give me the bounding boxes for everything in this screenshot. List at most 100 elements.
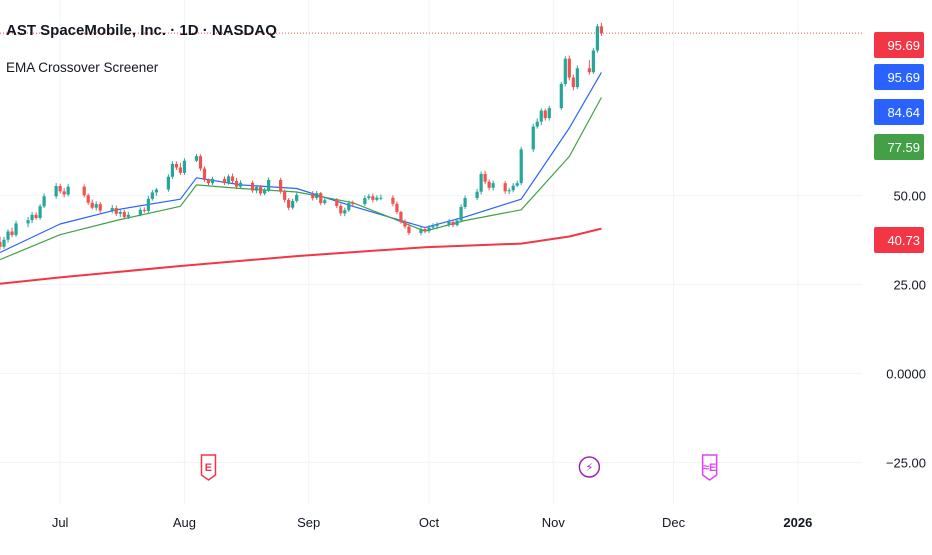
price-label-box xyxy=(874,134,924,160)
candle-body xyxy=(311,194,315,199)
candle xyxy=(599,22,603,36)
candle xyxy=(122,209,126,220)
earnings-icon: E xyxy=(200,454,217,481)
candle xyxy=(6,229,10,243)
candle xyxy=(194,153,199,163)
candle-body xyxy=(230,176,235,182)
candle xyxy=(2,236,6,249)
candle-body xyxy=(491,183,495,188)
time-axis: Jul Aug Sep Oct Nov Dec 2026 xyxy=(52,515,812,530)
candle xyxy=(591,48,595,74)
time-tick-label: Jul xyxy=(52,515,69,530)
candle-body xyxy=(222,178,227,183)
candle-body xyxy=(142,209,146,211)
candle-body xyxy=(250,182,255,191)
candle xyxy=(154,187,158,196)
estimated-earnings-icon: ≈E xyxy=(701,454,718,481)
candle-body xyxy=(427,227,431,232)
price-tick-label: 0.0000 xyxy=(886,366,926,381)
candle xyxy=(198,154,203,171)
candle xyxy=(531,123,535,152)
candle xyxy=(427,225,431,233)
candle xyxy=(363,195,367,206)
candle-body xyxy=(154,189,158,193)
candle-body xyxy=(575,68,579,88)
candle-body xyxy=(234,181,239,187)
candle xyxy=(395,201,399,215)
candle-body xyxy=(395,203,399,212)
candle xyxy=(234,177,239,190)
candle-body xyxy=(118,211,122,214)
candle-body xyxy=(58,185,62,192)
candle xyxy=(547,105,551,121)
candle xyxy=(595,23,599,53)
grid xyxy=(0,0,862,505)
candle xyxy=(491,180,495,191)
price-label-text: 77.59 xyxy=(887,140,920,155)
candle xyxy=(263,187,267,196)
candle-body xyxy=(62,191,66,195)
candle-body xyxy=(42,196,46,207)
candle-body xyxy=(343,210,347,214)
candle-body xyxy=(595,26,599,51)
candle-body xyxy=(94,204,98,208)
symbol-title[interactable]: AST SpaceMobile, Inc. · 1D · NASDAQ xyxy=(6,22,277,39)
price-label-box xyxy=(874,227,924,253)
price-label-text: 40.73 xyxy=(887,233,920,248)
candle xyxy=(182,158,187,175)
price-label: 95.69 xyxy=(874,64,924,90)
candle-body xyxy=(567,58,571,78)
candle-body xyxy=(26,220,30,224)
candle-body xyxy=(599,26,603,34)
candle-body xyxy=(339,205,343,214)
candle-body xyxy=(463,198,467,207)
candle xyxy=(379,194,383,201)
candle-body xyxy=(483,173,487,182)
time-tick-label: Oct xyxy=(419,515,440,530)
price-label-box xyxy=(874,99,924,125)
price-label-box xyxy=(874,64,924,90)
candle xyxy=(399,210,403,224)
price-axis: 50.00 25.00 0.0000 −25.00 xyxy=(886,189,926,471)
candle xyxy=(291,198,295,210)
candle xyxy=(222,176,227,185)
price-labels: 95.69 95.69 84.64 77.59 40.73 xyxy=(874,32,924,253)
candle xyxy=(371,193,375,203)
candle-body xyxy=(194,156,199,161)
candle-body xyxy=(519,149,523,184)
candle-body xyxy=(198,156,203,169)
candle xyxy=(178,162,183,175)
earnings-badge xyxy=(200,454,217,481)
candle-body xyxy=(86,195,90,203)
candle-body xyxy=(447,221,451,225)
candle xyxy=(114,205,118,216)
candle-body xyxy=(363,198,367,205)
candle xyxy=(463,195,467,210)
candle-body xyxy=(559,83,563,109)
candle-body xyxy=(182,160,187,173)
candle xyxy=(138,207,142,217)
candle xyxy=(110,204,114,214)
candle-body xyxy=(335,200,339,206)
candle xyxy=(146,195,150,213)
candle-body xyxy=(34,214,38,219)
candle-body xyxy=(511,185,515,191)
candle xyxy=(459,204,463,222)
candle-body xyxy=(279,179,283,192)
candle-body xyxy=(138,209,142,215)
candle xyxy=(42,193,46,209)
candle-body xyxy=(379,197,383,199)
candle xyxy=(487,179,491,191)
candle xyxy=(475,188,479,201)
price-label: 77.59 xyxy=(874,134,924,160)
candle-body xyxy=(82,186,86,196)
indicator-name[interactable]: EMA Crossover Screener xyxy=(6,60,159,75)
candle xyxy=(323,198,327,205)
candle xyxy=(543,108,547,121)
price-tick-label: −25.00 xyxy=(886,455,926,470)
candle xyxy=(142,207,146,213)
candle xyxy=(279,177,283,194)
candle xyxy=(407,223,411,236)
